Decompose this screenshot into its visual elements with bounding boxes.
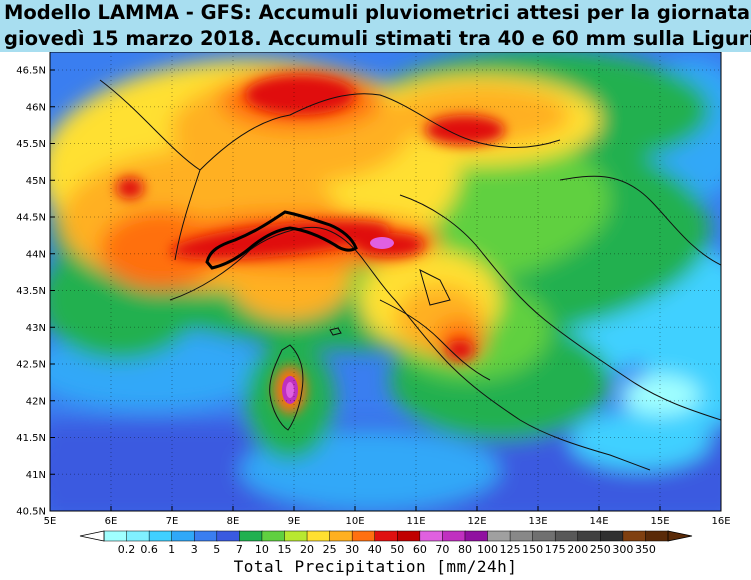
colorbar-label: 100 xyxy=(477,543,498,556)
colorbar-low-arrow xyxy=(79,530,105,542)
colorbar-swatch xyxy=(645,530,669,542)
colorbar-label: 20 xyxy=(300,543,314,556)
page-title: Modello LAMMA - GFS: Accumuli pluviometr… xyxy=(0,0,751,52)
latitude-label: 43.5N xyxy=(16,286,46,297)
longitude-label: 8E xyxy=(227,516,240,527)
colorbar-swatch xyxy=(193,530,218,542)
colorbar-swatch xyxy=(148,530,173,542)
graticule xyxy=(49,52,722,512)
longitude-label: 11E xyxy=(406,516,425,527)
colorbar-label: 150 xyxy=(522,543,543,556)
latitude-label: 45N xyxy=(26,176,46,187)
latitude-label: 41N xyxy=(26,470,46,481)
colorbar-label: 10 xyxy=(255,543,269,556)
latitude-label: 41.5N xyxy=(16,433,46,444)
title-line-1: Modello LAMMA - GFS: Accumuli pluviometr… xyxy=(4,1,751,24)
precipitation-field xyxy=(50,52,721,511)
longitude-label: 15E xyxy=(650,516,669,527)
colorbar-swatch xyxy=(554,530,579,542)
colorbar-swatch xyxy=(126,530,150,542)
colorbar-label: 0.6 xyxy=(140,543,158,556)
colorbar-swatch xyxy=(284,530,308,542)
plot-frame xyxy=(49,51,722,512)
colorbar-swatch xyxy=(397,530,421,542)
longitude-label: 14E xyxy=(589,516,608,527)
latitude-label: 44N xyxy=(26,249,46,260)
colorbar-swatch xyxy=(103,530,128,542)
colorbar-label: 175 xyxy=(545,543,566,556)
colorbar-label: 7 xyxy=(236,543,243,556)
latitude-label: 43N xyxy=(26,323,46,334)
longitude-label: 6E xyxy=(105,516,118,527)
colorbar-label: 15 xyxy=(277,543,291,556)
colorbar-label: 250 xyxy=(590,543,611,556)
colorbar-label: 1 xyxy=(168,543,175,556)
colorbar-label: 300 xyxy=(612,543,633,556)
coastlines xyxy=(99,79,721,471)
colorbar-label: 25 xyxy=(323,543,337,556)
colorbar-swatch xyxy=(577,530,602,542)
longitude-label: 16E xyxy=(711,516,730,527)
colorbar: 0.2 0.6 1 3 5 7 10 15 20 25 30 40 50 60 70 80 100 125 150 1… xyxy=(79,530,693,556)
longitude-labels: 5E 6E 7E 8E 9E 10E 11E 12E 13E 14E 15E 16E xyxy=(44,506,731,527)
colorbar-label: 5 xyxy=(213,543,220,556)
liguria-outline xyxy=(205,210,358,270)
colorbar-label: 0.2 xyxy=(118,543,136,556)
colorbar-label: 80 xyxy=(458,543,472,556)
colorbar-swatch xyxy=(374,530,399,542)
latitude-label: 44.5N xyxy=(16,213,46,224)
colorbar-label: 40 xyxy=(368,543,382,556)
latitude-label: 40.5N xyxy=(16,507,46,518)
latitude-label: 46.5N xyxy=(16,66,46,77)
colorbar-swatch xyxy=(419,530,444,542)
colorbar-swatch xyxy=(464,530,489,542)
colorbar-label: 200 xyxy=(567,543,588,556)
latitude-label: 45.5N xyxy=(16,139,46,150)
longitude-label: 10E xyxy=(345,516,364,527)
colorbar-swatch xyxy=(532,530,556,542)
colorbar-title: Total Precipitation [mm/24h] xyxy=(233,557,518,576)
latitude-label: 42.5N xyxy=(16,360,46,371)
longitude-label: 12E xyxy=(467,516,486,527)
colorbar-high-arrow xyxy=(667,530,693,542)
colorbar-label: 50 xyxy=(390,543,404,556)
latitude-labels: 46.5N 46N 45.5N 45N 44.5N 44N 43.5N 43N 42.5N 42N… xyxy=(16,66,55,518)
colorbar-label: 30 xyxy=(345,543,359,556)
colorbar-label: 60 xyxy=(413,543,427,556)
colorbar-label: 125 xyxy=(500,543,521,556)
title-line-2: giovedì 15 marzo 2018. Accumuli stimati … xyxy=(4,27,751,50)
latitude-label: 42N xyxy=(26,396,46,407)
longitude-label: 7E xyxy=(166,516,179,527)
longitude-label: 9E xyxy=(288,516,301,527)
colorbar-label: 350 xyxy=(635,543,656,556)
colorbar-label: 70 xyxy=(435,543,449,556)
colorbar-swatch xyxy=(306,530,331,542)
colorbar-swatch xyxy=(261,530,286,542)
colorbar-label: 3 xyxy=(191,543,198,556)
colorbar-swatch xyxy=(351,530,376,542)
colorbar-swatch xyxy=(329,530,353,542)
longitude-label: 5E xyxy=(44,516,57,527)
colorbar-swatch xyxy=(600,530,624,542)
colorbar-swatch xyxy=(487,530,511,542)
colorbar-swatch xyxy=(442,530,466,542)
colorbar-swatch xyxy=(509,530,534,542)
colorbar-swatch xyxy=(622,530,647,542)
longitude-label: 13E xyxy=(528,516,547,527)
colorbar-swatch xyxy=(171,530,195,542)
colorbar-swatch xyxy=(216,530,241,542)
colorbar-swatch xyxy=(239,530,263,542)
latitude-label: 46N xyxy=(26,102,46,113)
